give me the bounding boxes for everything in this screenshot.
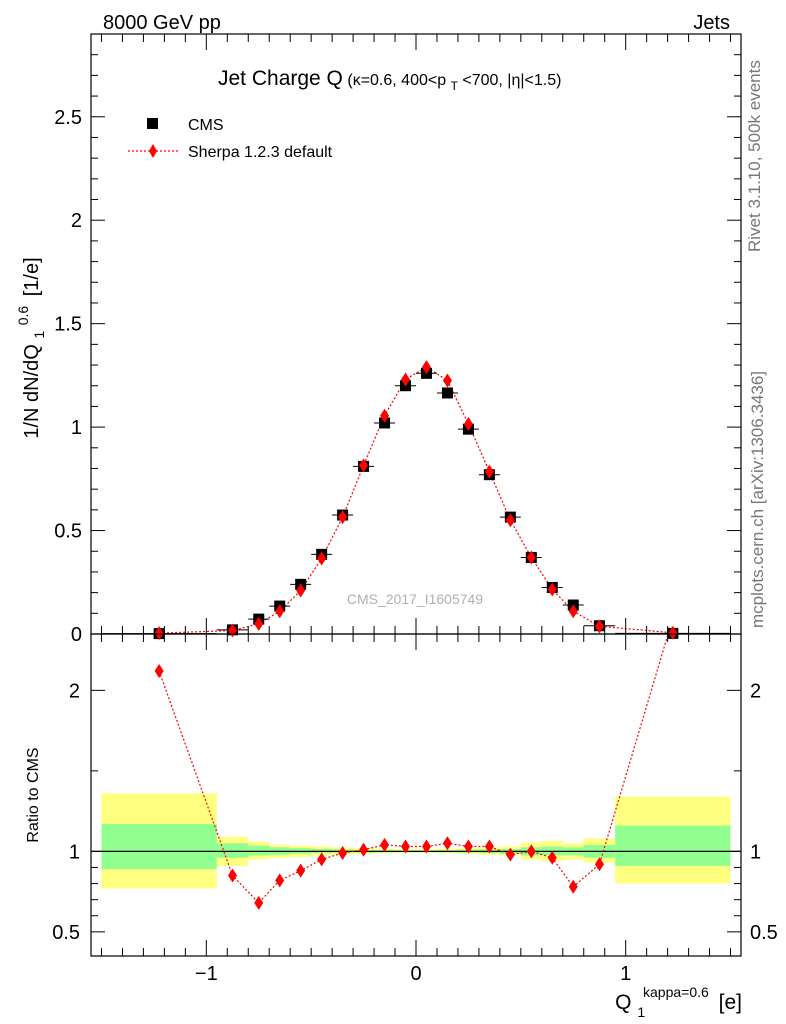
sherpa-point: [338, 510, 348, 525]
ratio-axis-ticks: 0.5 0.5 1 1 2 2 −1 0 1: [52, 634, 778, 985]
ratio-uncertainty-bands: [101, 793, 731, 889]
ratio-band-inner: [248, 845, 270, 856]
sherpa-point: [526, 550, 536, 565]
main-data-marks: [101, 360, 731, 641]
ratio-sherpa-point: [568, 879, 578, 894]
analysis-watermark: CMS_2017_I1605749: [347, 591, 483, 607]
ratio-data-marks: [154, 611, 677, 910]
ratio-sherpa-point: [296, 863, 306, 878]
ratio-sherpa-point: [317, 852, 327, 867]
ratio-sherpa-point: [154, 664, 164, 679]
sherpa-point: [442, 373, 452, 388]
ratio-sherpa-point: [463, 839, 473, 854]
legend: CMS Sherpa 1.2.3 default: [128, 117, 333, 161]
sherpa-point: [421, 360, 431, 375]
ratio-y-tick-label-right: 2: [750, 680, 761, 702]
sherpa-point: [401, 372, 411, 387]
sherpa-point: [296, 583, 306, 598]
x-axis-label-q: Q: [615, 991, 631, 1014]
ratio-sherpa-point: [526, 844, 536, 859]
plot-title-subscript: T: [451, 79, 459, 93]
sherpa-point: [505, 513, 515, 528]
sherpa-point: [484, 464, 494, 479]
main-y-axis-label-unit: [1/e]: [21, 257, 43, 296]
rivet-label: Rivet 3.1.10, 500k events: [745, 60, 764, 252]
ratio-sherpa-point: [338, 845, 348, 860]
ratio-y-tick-label: 2: [69, 680, 80, 702]
main-y-tick-label: 1: [71, 417, 82, 439]
ratio-sherpa-point: [668, 611, 677, 625]
sherpa-point: [154, 626, 164, 641]
mcplots-label: mcplots.cern.ch [arXiv:1306.3436]: [748, 371, 767, 628]
main-y-axis-label-subscript: 1: [31, 331, 47, 339]
plot-title-main: Jet Charge Q: [218, 67, 343, 90]
main-y-tick-label: 1.5: [54, 314, 82, 336]
sherpa-point: [668, 625, 678, 640]
x-axis-label-subscript: 1: [637, 1004, 645, 1020]
main-y-tick-label: 2.5: [54, 107, 82, 129]
main-y-axis-label-superscript: 0.6: [15, 306, 31, 326]
ratio-panel: 0.5 0.5 1 1 2 2 −1 0 1 Ratio to CMS Q 1 kappa=0.…: [25, 611, 778, 1022]
sherpa-point: [254, 616, 264, 631]
main-y-axis-label-text: 1/N dN/dQ: [21, 344, 43, 438]
legend-sherpa-marker: [149, 144, 157, 158]
legend-cms-marker: [147, 118, 158, 129]
main-y-tick-label: 2: [71, 210, 82, 232]
ratio-sherpa-point: [359, 842, 369, 857]
legend-sherpa-label: Sherpa 1.2.3 default: [188, 144, 333, 161]
ratio-band-inner: [101, 823, 217, 870]
main-panel: CMS_2017_I1605749 0 0.5 1 1.5 2 2.5 Jet Charg…: [11, 33, 742, 646]
plot-title-sub: (κ=0.6, 400<p: [347, 72, 446, 89]
ratio-sherpa-point: [442, 836, 452, 851]
ratio-y-axis-label: Ratio to CMS: [25, 747, 42, 842]
ratio-y-tick-label-right: 0.5: [750, 922, 778, 944]
sherpa-point: [359, 458, 369, 473]
ratio-band-inner: [615, 825, 731, 866]
ratio-sherpa-point: [228, 868, 238, 883]
sherpa-point: [547, 582, 557, 597]
x-axis-label: Q 1 kappa=0.6 [e]: [615, 979, 742, 1022]
x-tick-label: 1: [620, 963, 631, 985]
sherpa-point: [275, 604, 285, 619]
ratio-sherpa-point: [254, 895, 264, 910]
ratio-sherpa-point: [275, 873, 285, 888]
cms-point: [379, 417, 391, 429]
plot-title-rest: <700, |η|<1.5): [462, 72, 561, 89]
ratio-sherpa-point: [421, 839, 431, 854]
ratio-sherpa-point: [547, 850, 557, 865]
sherpa-point: [380, 408, 390, 423]
sherpa-point: [594, 619, 604, 634]
ratio-y-tick-label: 0.5: [52, 922, 80, 944]
plot-title: Jet Charge Q (κ=0.6, 400<p T <700, |η|<1…: [218, 67, 561, 94]
header-right: Jets: [693, 12, 730, 34]
x-tick-label: 0: [410, 963, 421, 985]
main-y-tick-label: 0: [71, 624, 82, 646]
ratio-y-tick-label: 1: [69, 841, 80, 863]
cms-point: [441, 387, 453, 399]
legend-cms-label: CMS: [188, 117, 224, 134]
main-axis-ticks: 0 0.5 1 1.5 2 2.5: [54, 33, 741, 646]
ratio-sherpa-point: [594, 857, 604, 872]
x-axis-label-superscript: kappa=0.6: [643, 984, 709, 1000]
ratio-sherpa-point: [401, 839, 411, 854]
main-y-axis-label: 1/N dN/dQ 1 0.6 [1/e]: [11, 257, 49, 438]
ratio-sherpa-point: [380, 837, 390, 852]
header-left: 8000 GeV pp: [103, 12, 221, 34]
main-y-tick-label: 0.5: [54, 521, 82, 543]
sherpa-point: [568, 604, 578, 619]
x-tick-label: −1: [195, 963, 218, 985]
ratio-sherpa-point: [505, 847, 515, 862]
sherpa-point: [317, 551, 327, 566]
ratio-y-tick-label-right: 1: [750, 841, 761, 863]
sherpa-point: [463, 417, 473, 431]
ratio-sherpa-point: [484, 839, 494, 854]
x-axis-label-unit: [e]: [719, 991, 742, 1014]
ratio-band-inner: [216, 843, 249, 858]
